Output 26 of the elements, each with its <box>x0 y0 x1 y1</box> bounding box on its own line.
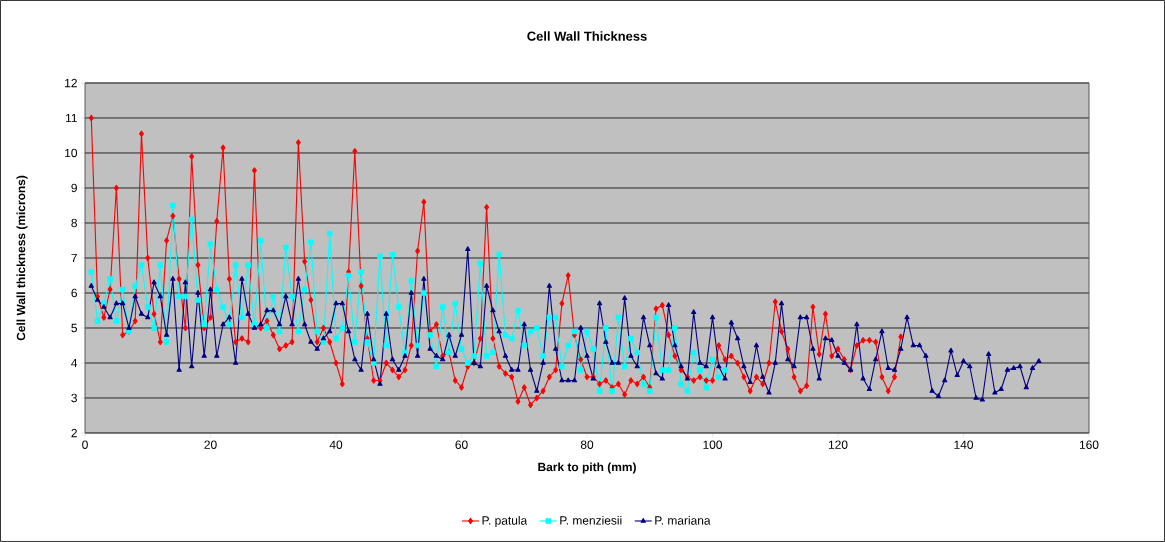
y-tick-label: 7 <box>71 253 77 263</box>
x-axis-title: Bark to pith (mm) <box>538 462 636 474</box>
y-tick-label: 12 <box>65 78 77 88</box>
legend-label: P. patula <box>482 515 528 528</box>
y-tick-label: 9 <box>71 183 77 193</box>
y-tick-label: 4 <box>71 358 78 368</box>
x-tick-label: 20 <box>204 440 217 449</box>
y-tick-label: 8 <box>71 218 77 228</box>
x-tick-label: 120 <box>828 440 848 449</box>
legend-label: P. mariana <box>655 515 711 525</box>
x-tick-label: 40 <box>329 440 343 449</box>
x-tick-label: 140 <box>954 440 974 449</box>
legend-label: P. menziesii <box>560 515 622 525</box>
x-tick-label: 80 <box>580 440 594 449</box>
y-tick-label: 3 <box>71 393 77 403</box>
x-tick-label: 0 <box>82 440 88 449</box>
y-axis-title: Cell Wall thickness (microns) <box>16 175 28 341</box>
x-tick-label: 100 <box>703 440 723 449</box>
x-tick-label: 60 <box>455 440 468 449</box>
y-tick-label: 2 <box>71 428 77 438</box>
chart-title: Cell Wall Thickness <box>527 31 647 41</box>
y-tick-label: 10 <box>65 148 78 158</box>
y-tick-label: 11 <box>65 113 77 123</box>
y-tick-label: 5 <box>71 323 77 333</box>
x-tick-label: 160 <box>1079 440 1099 449</box>
y-tick-label: 6 <box>71 288 77 298</box>
